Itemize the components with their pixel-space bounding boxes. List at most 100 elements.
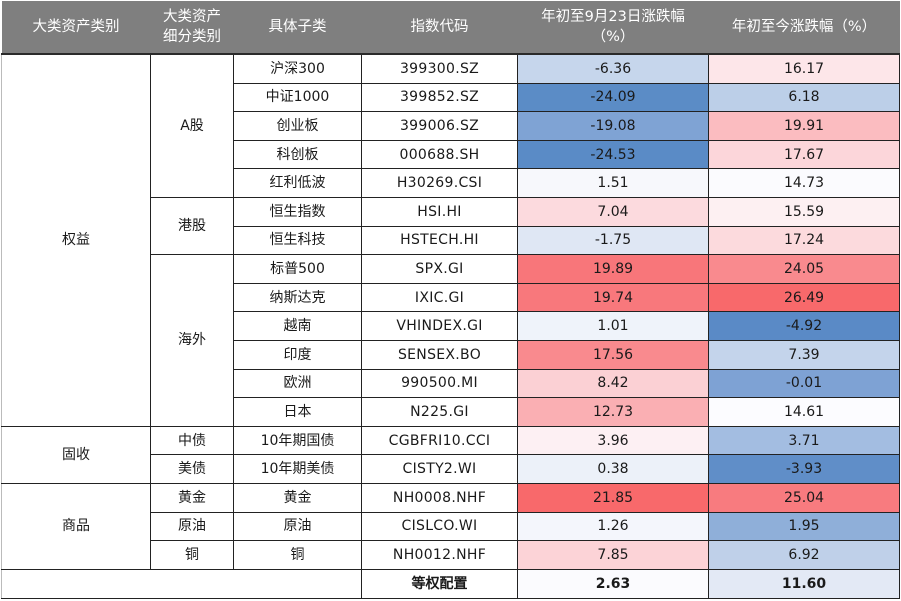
header-label: 大类资产类别: [32, 19, 120, 35]
ytd-0923-cell: 19.74: [517, 282, 709, 313]
header-asset-class: 大类资产类别: [1, 1, 151, 55]
sub-category-cell: 欧洲: [233, 368, 362, 399]
ytd-now-cell: 3.71: [708, 425, 900, 456]
ytd-0923-cell: 0.38: [517, 454, 709, 484]
table-row: 印度 SENSEX.BO 17.56 7.39: [2, 339, 900, 370]
asset-subclass-cell: 美债: [150, 454, 234, 484]
table-row: 权益 A股 沪深300 399300.SZ -6.36 16.17: [1, 53, 900, 427]
header-index-code: 指数代码: [361, 1, 518, 55]
index-code-cell: N225.GI: [361, 397, 518, 427]
table-row: 红利低波 H30269.CSI 1.51 14.73: [2, 168, 900, 198]
header-sub-category: 具体子类: [233, 1, 362, 55]
ytd-now-cell: 6.92: [708, 540, 900, 570]
header-label: 年初至9月23日涨跌幅: [541, 9, 685, 25]
sub-category-cell: 恒生指数: [233, 196, 362, 227]
sub-category-cell: 标普500: [233, 254, 362, 284]
asset-subclass-cell: 原油: [150, 511, 234, 542]
sub-category-cell: 纳斯达克: [233, 282, 362, 313]
sub-category-cell: 10年期国债: [233, 425, 362, 456]
ytd-0923-cell: 12.73: [517, 397, 709, 427]
sub-category-cell: 科创板: [233, 139, 362, 170]
table-row: 科创板 000688.SH -24.53 17.67: [2, 139, 900, 170]
sub-category-cell: 10年期美债: [233, 454, 362, 484]
ytd-0923-cell: 17.56: [517, 339, 709, 370]
index-code-cell: H30269.CSI: [361, 168, 518, 198]
ytd-0923-cell: -1.75: [517, 225, 709, 256]
total-ytd-now-cell: 11.60: [708, 568, 900, 599]
asset-subclass-cell: 海外: [150, 254, 234, 427]
ytd-now-cell: 25.04: [708, 482, 900, 513]
total-ytd-0923-cell: 2.63: [517, 568, 709, 599]
ytd-now-cell: 17.24: [708, 225, 900, 256]
header-label: 指数代码: [410, 19, 469, 35]
index-code-cell: 990500.MI: [361, 368, 518, 399]
ytd-now-cell: 19.91: [708, 111, 900, 141]
total-row: 等权配置 2.63 11.60: [1, 568, 900, 599]
sub-category-cell: 原油: [233, 511, 362, 542]
table-row: 日本 N225.GI 12.73 14.61: [2, 397, 900, 427]
asset-class-cell: 权益: [1, 53, 151, 427]
asset-subclass-cell: 港股: [150, 196, 234, 256]
ytd-now-cell: 17.67: [708, 139, 900, 170]
ytd-0923-cell: 8.42: [517, 368, 709, 399]
index-code-cell: NH0012.NHF: [361, 540, 518, 570]
asset-subclass-cell: 中债: [150, 425, 234, 456]
table-row: 港股 恒生指数 HSI.HI 7.04 15.59: [2, 196, 900, 256]
ytd-now-cell: -4.92: [708, 311, 900, 341]
ytd-0923-cell: 19.89: [517, 254, 709, 284]
index-code-cell: 399006.SZ: [361, 111, 518, 141]
index-code-cell: CISTY2.WI: [361, 454, 518, 484]
index-code-cell: NH0008.NHF: [361, 482, 518, 513]
table-row: 欧洲 990500.MI 8.42 -0.01: [2, 368, 900, 399]
ytd-0923-cell: -24.53: [517, 139, 709, 170]
sub-category-cell: 越南: [233, 311, 362, 341]
total-label-cell: 等权配置: [361, 568, 518, 599]
ytd-now-cell: 14.61: [708, 397, 900, 427]
sub-category-cell: 创业板: [233, 111, 362, 141]
index-code-cell: SPX.GI: [361, 254, 518, 284]
table-row: 商品 黄金 黄金 NH0008.NHF 21.85 25.04: [1, 482, 900, 570]
ytd-0923-cell: -24.09: [517, 82, 709, 113]
header-asset-subclass: 大类资产 细分类别: [150, 1, 234, 55]
ytd-0923-cell: 7.04: [517, 196, 709, 227]
index-code-cell: VHINDEX.GI: [361, 311, 518, 341]
header-label: 年初至今涨跌幅（%）: [731, 19, 877, 35]
total-blank-cell: [1, 568, 362, 599]
ytd-0923-cell: 7.85: [517, 540, 709, 570]
sub-category-cell: 日本: [233, 397, 362, 427]
ytd-now-cell: 24.05: [708, 254, 900, 284]
table-row: 中证1000 399852.SZ -24.09 6.18: [2, 82, 900, 113]
sub-category-cell: 铜: [233, 540, 362, 570]
sub-category-cell: 黄金: [233, 482, 362, 513]
index-code-cell: HSI.HI: [361, 196, 518, 227]
asset-class-cell: 固收: [1, 425, 151, 484]
sub-category-cell: 印度: [233, 339, 362, 370]
table-row: 恒生科技 HSTECH.HI -1.75 17.24: [2, 225, 900, 256]
index-code-cell: HSTECH.HI: [361, 225, 518, 256]
ytd-0923-cell: 21.85: [517, 482, 709, 513]
header-label: （%）: [591, 29, 635, 45]
table-row: 铜铜 NH0012.NHF 7.85 6.92: [2, 540, 900, 570]
index-code-cell: IXIC.GI: [361, 282, 518, 313]
asset-class-cell: 商品: [1, 482, 151, 570]
table-row: 海外 标普500 SPX.GI 19.89 24.05: [2, 254, 900, 427]
header-ytd-now: 年初至今涨跌幅（%）: [708, 1, 900, 55]
index-code-cell: 399852.SZ: [361, 82, 518, 113]
index-code-cell: 000688.SH: [361, 139, 518, 170]
sub-category-cell: 红利低波: [233, 168, 362, 198]
ytd-0923-cell: -6.36: [517, 53, 709, 84]
index-code-cell: CISLCO.WI: [361, 511, 518, 542]
header-ytd-0923: 年初至9月23日涨跌幅 （%）: [517, 1, 709, 55]
table-row: 固收 中债 10年期国债 CGBFRI10.CCI 3.96 3.71: [1, 425, 900, 484]
ytd-now-cell: 6.18: [708, 82, 900, 113]
ytd-now-cell: 7.39: [708, 339, 900, 370]
ytd-now-cell: 26.49: [708, 282, 900, 313]
ytd-0923-cell: 3.96: [517, 425, 709, 456]
ytd-now-cell: -3.93: [708, 454, 900, 484]
table-row: 原油 原油 CISLCO.WI 1.26 1.95: [2, 511, 900, 542]
sub-category-cell: 恒生科技: [233, 225, 362, 256]
ytd-0923-cell: 1.26: [517, 511, 709, 542]
table-row: 越南 VHINDEX.GI 1.01 -4.92: [2, 311, 900, 341]
asset-subclass-cell: 黄金: [150, 482, 234, 513]
